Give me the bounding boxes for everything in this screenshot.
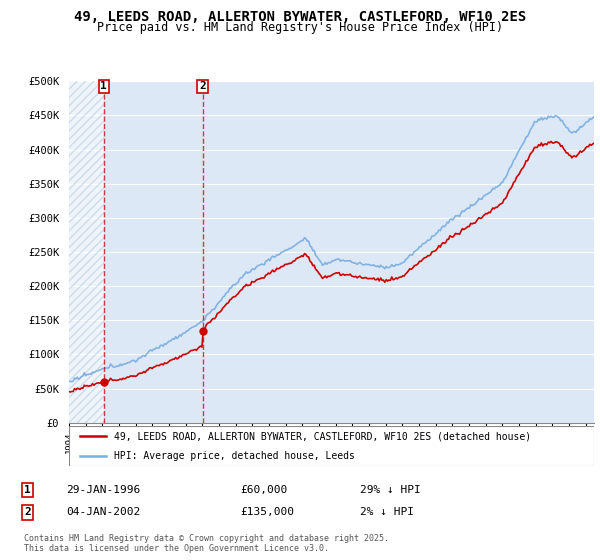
Text: 29-JAN-1996: 29-JAN-1996 <box>66 485 140 495</box>
Text: 1: 1 <box>24 485 31 495</box>
Text: 49, LEEDS ROAD, ALLERTON BYWATER, CASTLEFORD, WF10 2ES: 49, LEEDS ROAD, ALLERTON BYWATER, CASTLE… <box>74 10 526 24</box>
FancyBboxPatch shape <box>69 426 594 466</box>
Text: Contains HM Land Registry data © Crown copyright and database right 2025.
This d: Contains HM Land Registry data © Crown c… <box>24 534 389 553</box>
Text: 2% ↓ HPI: 2% ↓ HPI <box>360 507 414 517</box>
Text: £135,000: £135,000 <box>240 507 294 517</box>
Text: 2: 2 <box>24 507 31 517</box>
Bar <box>69 81 104 423</box>
Text: 29% ↓ HPI: 29% ↓ HPI <box>360 485 421 495</box>
Text: 04-JAN-2002: 04-JAN-2002 <box>66 507 140 517</box>
Text: 49, LEEDS ROAD, ALLERTON BYWATER, CASTLEFORD, WF10 2ES (detached house): 49, LEEDS ROAD, ALLERTON BYWATER, CASTLE… <box>113 432 531 441</box>
Text: 2: 2 <box>199 81 206 91</box>
Text: Price paid vs. HM Land Registry's House Price Index (HPI): Price paid vs. HM Land Registry's House … <box>97 21 503 34</box>
Text: £60,000: £60,000 <box>240 485 287 495</box>
Text: 1: 1 <box>100 81 107 91</box>
Text: HPI: Average price, detached house, Leeds: HPI: Average price, detached house, Leed… <box>113 451 355 461</box>
